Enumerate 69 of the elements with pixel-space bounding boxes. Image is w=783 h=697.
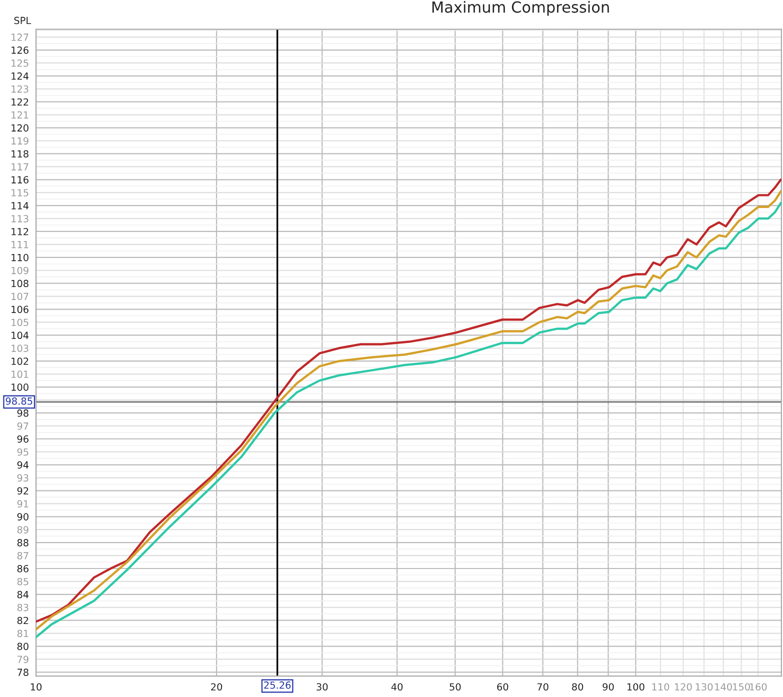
x-tick-label: 140: [715, 683, 732, 691]
y-tick-label: 83: [17, 604, 28, 612]
y-tick-label: 107: [12, 292, 28, 300]
x-tick-label: 150: [733, 683, 750, 691]
y-tick-label: 111: [12, 241, 28, 248]
y-tick-label: 89: [17, 526, 28, 534]
x-tick-label: 80: [572, 683, 584, 691]
y-tick-label: 88: [17, 539, 28, 546]
y-tick-label: 103: [12, 344, 28, 352]
y-tick-label: 84: [17, 590, 29, 598]
y-tick-label: 91: [17, 500, 28, 508]
y-tick-label: 100: [12, 384, 28, 391]
ref-line-label: 98.85: [6, 397, 32, 405]
x-tick-label: 90: [602, 683, 614, 691]
y-tick-label: 96: [17, 435, 28, 443]
y-tick-label: 104: [12, 332, 29, 340]
x-tick-label: 30: [316, 683, 328, 691]
y-tick-label: 93: [17, 474, 28, 482]
y-tick-label: 120: [12, 124, 28, 132]
y-tick-label: 126: [12, 46, 28, 54]
y-tick-label: 82: [17, 616, 28, 624]
y-tick-label: 92: [17, 487, 28, 495]
x-tick-label: 100: [627, 683, 644, 691]
y-tick-label: 78: [18, 668, 28, 676]
y-tick-label: 123: [12, 85, 28, 93]
y-tick-label: 121: [12, 111, 28, 119]
x-tick-label: 120: [674, 683, 692, 691]
y-tick-label: 106: [12, 306, 28, 314]
chart-title: Maximum Compression: [432, 1, 609, 16]
y-tick-label: 125: [12, 59, 28, 67]
y-tick-label: 127: [12, 34, 28, 41]
y-tick-label: 90: [17, 513, 28, 520]
y-tick-label: 105: [12, 318, 28, 326]
y-tick-label: 102: [12, 358, 28, 365]
ref-line-label: 25.26: [264, 681, 291, 689]
x-tick-label: 10: [30, 683, 42, 691]
y-tick-label: 124: [12, 72, 29, 80]
y-tick-label: 97: [17, 422, 28, 430]
y-tick-label: 98: [17, 409, 28, 417]
x-tick-label: 20: [211, 683, 222, 691]
y-tick-label: 109: [12, 266, 28, 274]
x-tick-label: 130: [696, 683, 713, 691]
y-tick-label: 87: [17, 552, 28, 560]
x-tick-label: 70: [537, 683, 548, 691]
y-tick-label: 116: [12, 176, 28, 184]
y-tick-label: 110: [12, 254, 28, 262]
y-tick-label: 108: [12, 280, 28, 288]
y-tick-label: 115: [12, 189, 28, 196]
y-tick-label: 81: [17, 630, 28, 638]
y-tick-label: 113: [12, 215, 28, 222]
y-tick-label: 79: [18, 656, 28, 664]
x-tick-label: 40: [391, 683, 403, 691]
y-tick-label: 95: [17, 448, 28, 456]
y-tick-label: 94: [17, 461, 29, 469]
y-tick-label: 118: [12, 150, 28, 158]
y-tick-label: 80: [17, 642, 28, 650]
y-tick-label: 112: [12, 228, 28, 236]
y-tick-label: 86: [17, 564, 28, 572]
x-tick-label: 110: [652, 683, 670, 691]
y-tick-label: 85: [17, 578, 28, 586]
y-tick-label: 117: [12, 163, 28, 170]
x-tick-label: 160: [750, 683, 767, 691]
y-tick-label: 101: [12, 370, 28, 378]
y-tick-label: 119: [12, 137, 28, 145]
x-tick-label: 50: [450, 683, 461, 691]
y-tick-label: 114: [12, 202, 29, 210]
x-tick-label: 60: [497, 683, 508, 691]
y-axis-title: SPL: [14, 16, 32, 24]
y-tick-label: 122: [12, 98, 28, 106]
